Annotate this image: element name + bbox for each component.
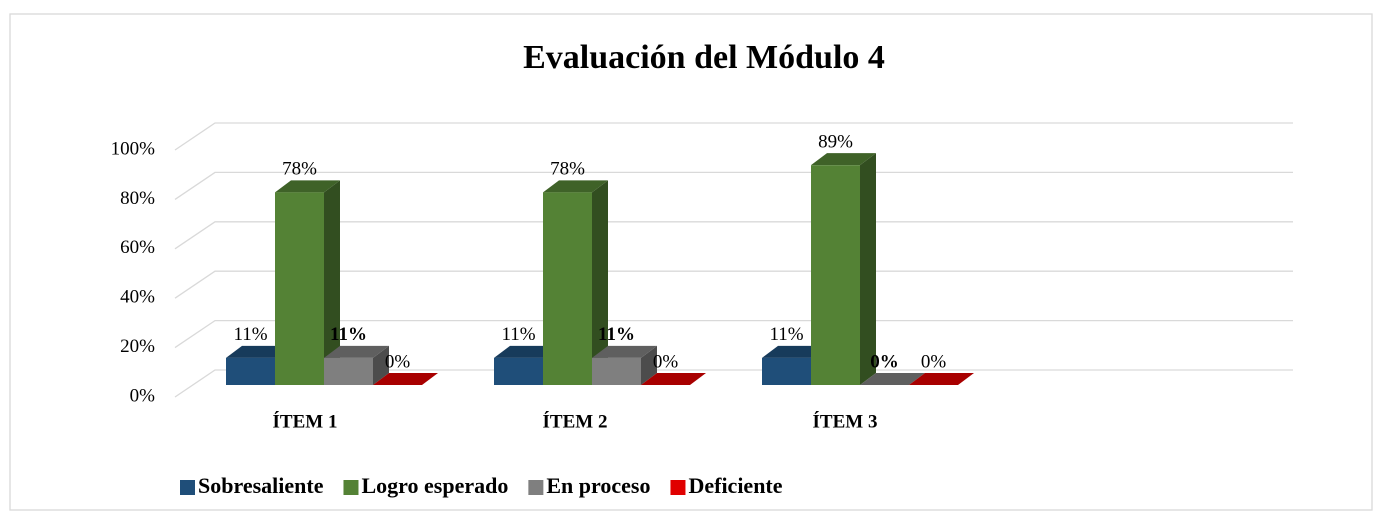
chart-border (9, 13, 1373, 511)
legend-swatch (528, 480, 544, 495)
bar (226, 357, 275, 385)
bar-side (592, 180, 608, 385)
legend-swatch (343, 480, 359, 495)
x-tick-label: ÍTEM 2 (543, 410, 608, 432)
legend-label: Sobresaliente (198, 473, 324, 498)
bar (494, 357, 543, 385)
y-tick-label: 40% (120, 287, 155, 308)
bar-top (811, 153, 876, 166)
bar-top (543, 180, 608, 193)
grid-line (174, 270, 1293, 299)
data-label: 0% (385, 351, 411, 372)
data-label: 11% (501, 324, 535, 345)
legend-label: Deficiente (688, 473, 782, 498)
bar (275, 192, 324, 385)
x-tick-label: ÍTEM 1 (273, 410, 338, 432)
bar-top (275, 180, 340, 193)
grid-line (174, 319, 1293, 349)
legend-label: En proceso (546, 473, 650, 498)
data-label: 78% (550, 159, 585, 180)
y-tick-label: 100% (111, 138, 156, 159)
data-label: 11% (598, 324, 635, 345)
legend-swatch (180, 480, 195, 495)
bar-top (909, 373, 974, 385)
bar-top (860, 373, 925, 385)
bar (811, 165, 860, 385)
data-label: 0% (653, 351, 679, 372)
bar-side (860, 153, 876, 385)
bar-side (641, 345, 657, 385)
bar-top (762, 345, 827, 358)
data-label: 11% (330, 324, 367, 345)
data-label: 0% (921, 351, 947, 372)
bar (324, 357, 373, 385)
bar-top (592, 345, 657, 358)
grid-line (174, 171, 1293, 200)
bar (762, 357, 811, 385)
data-label: 11% (769, 324, 803, 345)
bar-side (324, 180, 340, 385)
bar-top (494, 345, 559, 358)
data-label: 0% (870, 351, 899, 372)
bar-top (324, 345, 389, 358)
data-label: 78% (282, 159, 317, 180)
bar-top (226, 345, 291, 358)
y-tick-label: 60% (120, 237, 155, 258)
chart-title: Evaluación del Módulo 4 (523, 39, 885, 76)
x-tick-label: ÍTEM 3 (813, 410, 878, 432)
y-tick-label: 0% (130, 385, 156, 406)
bar (543, 192, 592, 385)
bar-top (641, 373, 706, 385)
grid-line (174, 221, 1293, 250)
grid-line (174, 122, 1293, 151)
y-tick-label: 20% (120, 336, 155, 357)
legend-label: Logro esperado (361, 473, 508, 498)
data-label: 11% (233, 324, 267, 345)
data-label: 89% (818, 132, 853, 153)
grid-line (174, 369, 1293, 398)
y-tick-label: 80% (120, 188, 155, 209)
legend-swatch (670, 480, 686, 495)
bar (592, 357, 641, 385)
bar-top (373, 373, 438, 385)
bar-side (373, 345, 389, 385)
